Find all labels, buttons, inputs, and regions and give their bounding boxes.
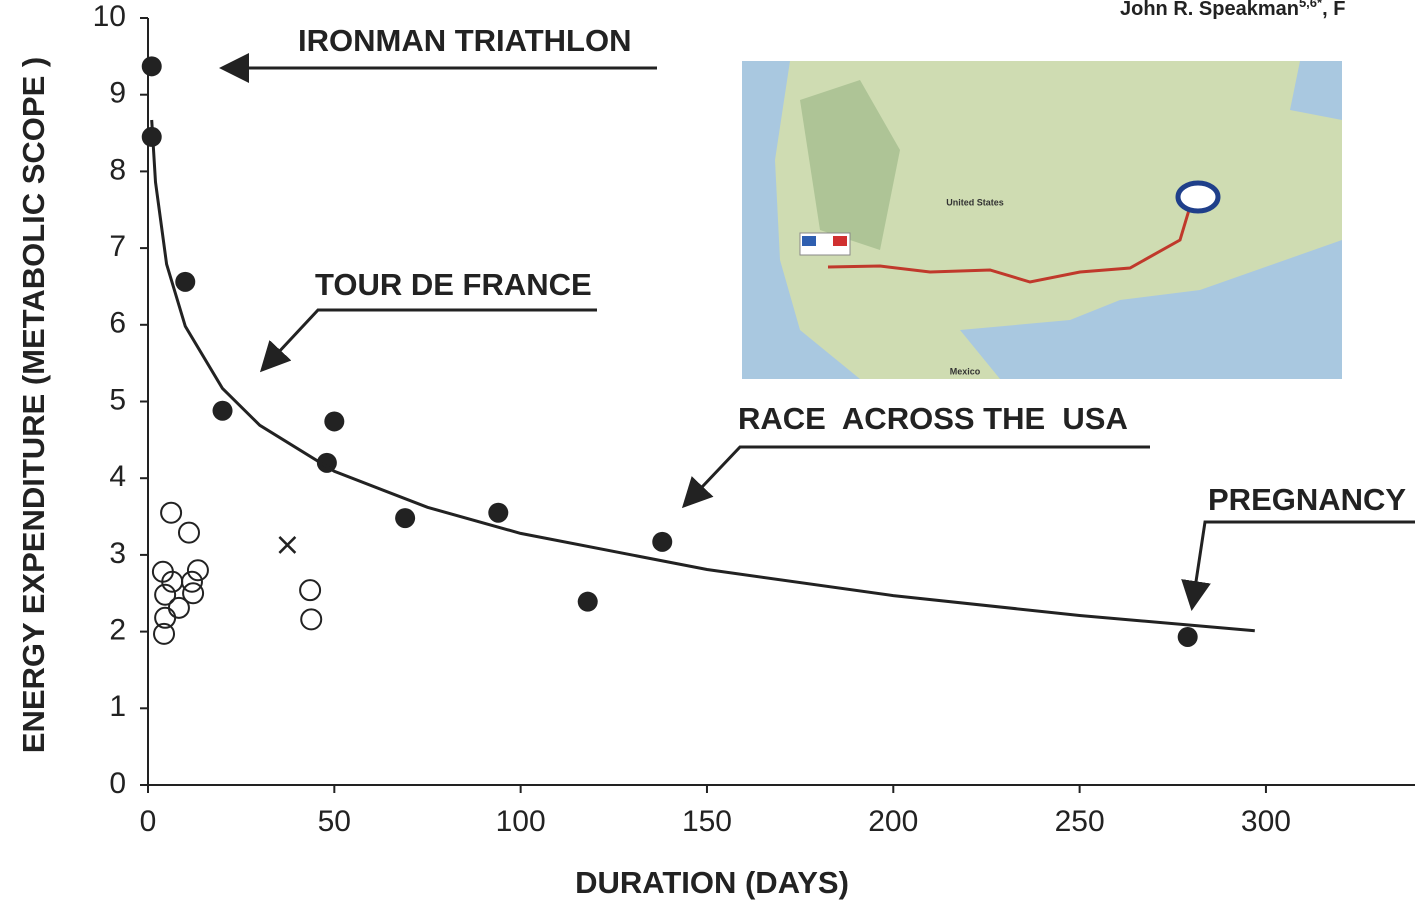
- point: [175, 272, 195, 292]
- y-tick-label: 4: [109, 460, 126, 493]
- arrow: [1192, 522, 1415, 608]
- point: [161, 503, 181, 523]
- map-inset: United States Mexico: [742, 61, 1342, 379]
- arrow: [262, 310, 597, 370]
- point: [488, 503, 508, 523]
- y-tick-label: 1: [109, 690, 126, 723]
- map-flag-blue: [802, 236, 816, 246]
- point: [188, 560, 208, 580]
- x-tick-label: 200: [868, 805, 918, 838]
- y-tick-label: 6: [109, 307, 126, 340]
- point: [395, 508, 415, 528]
- y-tick-label: 2: [109, 614, 126, 647]
- x-tick-label: 250: [1055, 805, 1105, 838]
- map-label: Mexico: [950, 366, 981, 376]
- x-tick-label: 100: [496, 805, 546, 838]
- y-tick-label: 10: [93, 0, 126, 33]
- y-tick-label: 5: [109, 383, 126, 416]
- page: {"chart_data": {"type": "scatter", "auth…: [0, 0, 1418, 901]
- y-tick-label: 3: [109, 537, 126, 570]
- annotation: RACE ACROSS THE USA: [738, 401, 1128, 436]
- point: [169, 598, 189, 618]
- map-flag-red: [833, 236, 847, 246]
- annotation: TOUR DE FRANCE: [315, 267, 592, 302]
- x-axis-label: DURATION (DAYS): [575, 865, 849, 900]
- y-axis-label: ENERGY EXPENDITURE (METABOLIC SCOPE ): [16, 57, 51, 753]
- point: [300, 580, 320, 600]
- map-label: United States: [946, 197, 1004, 207]
- point: [213, 401, 233, 421]
- point: [142, 56, 162, 76]
- map-finish: [1178, 183, 1218, 211]
- x-tick-label: 150: [682, 805, 732, 838]
- annotation: IRONMAN TRIATHLON: [298, 23, 632, 58]
- point: [324, 411, 344, 431]
- point: [279, 537, 295, 553]
- chart: John R. Speakman5,6*, F United States Me…: [0, 0, 1418, 901]
- y-tick-label: 7: [109, 230, 126, 263]
- author: John R. Speakman5,6*, F: [1120, 0, 1345, 20]
- x-tick-label: 0: [140, 805, 157, 838]
- point: [179, 523, 199, 543]
- point: [1178, 627, 1198, 647]
- point: [578, 592, 598, 612]
- point: [652, 532, 672, 552]
- x-tick-label: 300: [1241, 805, 1291, 838]
- y-tick-label: 9: [109, 77, 126, 110]
- point: [301, 609, 321, 629]
- y-tick-label: 8: [109, 153, 126, 186]
- arrow: [684, 447, 1150, 506]
- x-tick-label: 50: [318, 805, 351, 838]
- annotation: PREGNANCY: [1208, 482, 1406, 517]
- y-tick-label: 0: [109, 767, 126, 800]
